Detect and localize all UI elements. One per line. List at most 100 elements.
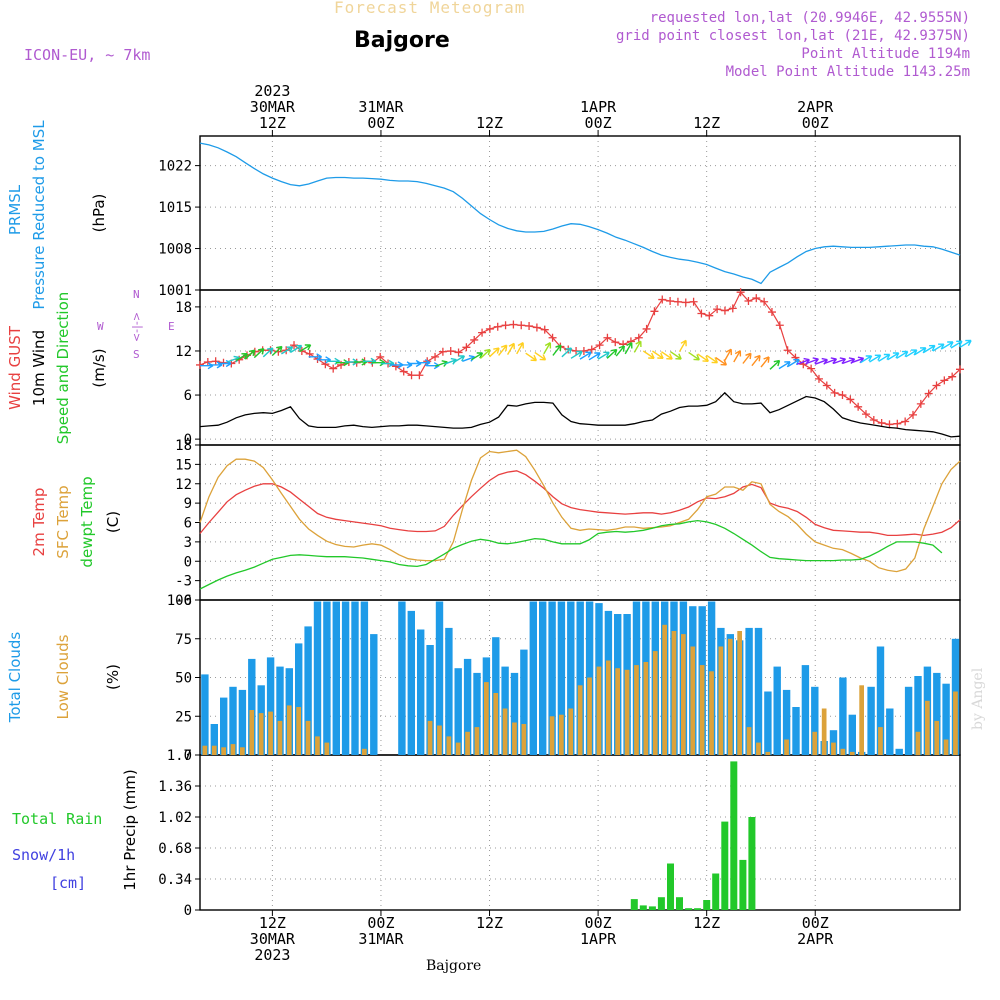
top-time-label: 00Z — [585, 114, 612, 132]
total-cloud-bar — [248, 658, 256, 755]
temp-unit: (C) — [104, 511, 122, 533]
low-cloud-bar — [859, 685, 864, 756]
wind-direction-arrow — [742, 352, 752, 364]
temp-2m-label: 2m Temp — [30, 488, 48, 557]
product-title: Forecast Meteogram — [334, 0, 526, 17]
wind-gust-marker — [446, 346, 455, 355]
low-cloud-bar — [587, 677, 592, 755]
wind-gust-marker — [666, 297, 675, 306]
wind-gust-marker — [760, 297, 769, 306]
temp-y-tick-label: 6 — [184, 516, 192, 532]
wind-gust-marker — [830, 388, 839, 397]
low-cloud-bar — [277, 720, 283, 755]
wind-direction-arrow — [570, 350, 583, 359]
top-time-label: 2023 — [254, 82, 290, 100]
total-cloud-bar — [210, 724, 218, 755]
low-cloud-bar — [568, 708, 574, 755]
pressure-line — [199, 142, 961, 285]
top-time-label: 00Z — [367, 114, 394, 132]
total-cloud-bar — [886, 708, 894, 755]
precip-unit: 1hr Precip (mm) — [121, 769, 139, 890]
total-cloud-bar — [473, 672, 481, 755]
bottom-time-label: 2APR — [797, 930, 834, 948]
low-cloud-bar — [502, 708, 508, 755]
wind-direction-arrow — [751, 354, 761, 367]
low-cloud-bar — [427, 720, 433, 755]
low-cloud-bar — [784, 739, 789, 755]
total-cloud-bar — [801, 665, 810, 755]
wind-unit: (m/s) — [90, 348, 108, 387]
bottom-time-label: 00Z — [585, 914, 612, 932]
total-cloud-bar — [454, 668, 462, 755]
total-cloud-bar — [933, 672, 941, 755]
wind-direction-arrow — [606, 348, 618, 359]
wind-direction-arrow — [579, 351, 592, 360]
total-cloud-bar — [332, 601, 340, 755]
wind-direction-arrow — [244, 349, 256, 360]
wind-gust-marker — [203, 357, 212, 366]
low-cloud-bar — [305, 720, 311, 755]
total-cloud-bar — [548, 601, 556, 755]
grid-point-coordinates: grid point closest lon,lat (21E, 42.9375… — [615, 28, 970, 44]
wind-gust-marker — [478, 328, 487, 337]
low-cloud-bar — [737, 631, 742, 755]
wind-direction-arrow — [290, 344, 303, 353]
compass-west: W — [97, 320, 104, 333]
wind-direction-arrow — [642, 350, 655, 359]
pressure-y-tick-label: 1001 — [158, 283, 192, 299]
wind-direction-arrow — [905, 349, 918, 358]
low-cloud-bar — [362, 748, 367, 755]
rain-bar — [648, 906, 656, 910]
wind-direction-arrow — [543, 341, 552, 355]
wind-gust-marker — [689, 297, 698, 306]
total-cloud-bar — [370, 634, 378, 755]
wind-direction-arrow — [652, 350, 664, 359]
total-cloud-bar — [323, 601, 331, 755]
wind-direction-arrow — [887, 352, 900, 361]
compass-south: S — [133, 348, 140, 361]
low-cloud-bar — [240, 747, 245, 756]
total-cloud-bar — [407, 610, 415, 755]
wind-direction-arrow — [688, 351, 700, 361]
total-cloud-bar — [360, 601, 369, 755]
wind-gust-marker — [493, 322, 502, 331]
location-title: Bajgore — [354, 28, 450, 53]
wind-gust-marker — [728, 304, 737, 313]
low-cloud-bar — [577, 685, 583, 756]
wind-gust-marker — [415, 371, 424, 380]
low-cloud-bar — [465, 731, 470, 756]
wind-gust-marker — [854, 402, 863, 411]
low-cloud-bar — [211, 745, 217, 755]
wind-gust-marker — [501, 321, 510, 330]
wind-gust-marker — [540, 325, 549, 334]
wind-y-tick-label: 0 — [184, 432, 192, 448]
clouds-y-tick-label: 0 — [184, 748, 192, 764]
rain-bar — [730, 761, 738, 910]
wind-direction-arrow — [760, 356, 770, 368]
compass-east: E — [168, 320, 175, 333]
wind-gust-marker — [196, 360, 204, 369]
total-cloud-bar — [435, 601, 444, 755]
pressure-y-tick-label: 1022 — [158, 159, 192, 175]
top-time-label: 00Z — [802, 114, 829, 132]
wind-direction-arrow — [597, 351, 610, 360]
low-cloud-bar — [662, 624, 667, 755]
total-cloud-bar — [520, 649, 528, 755]
wind-direction-arrow — [896, 350, 909, 359]
bottom-time-label: 00Z — [802, 914, 829, 932]
wind-direction-arrow — [715, 357, 728, 366]
total-cloud-bar — [426, 645, 434, 755]
compass-arrows: <-|-> — [130, 312, 143, 342]
wind-direction-arrow — [805, 357, 819, 365]
low-cloud-bar — [943, 739, 949, 755]
wind-gust-marker — [713, 305, 722, 314]
rain-bar — [721, 821, 729, 910]
footer-location: Bajgore — [426, 958, 482, 974]
rain-bar — [685, 908, 693, 910]
wind-direction-arrow — [878, 353, 891, 362]
wind-direction-arrow — [661, 351, 673, 360]
wind-gust-marker — [438, 347, 447, 356]
clouds-y-tick-label: 25 — [175, 709, 192, 725]
wind-direction-arrow — [932, 343, 945, 352]
